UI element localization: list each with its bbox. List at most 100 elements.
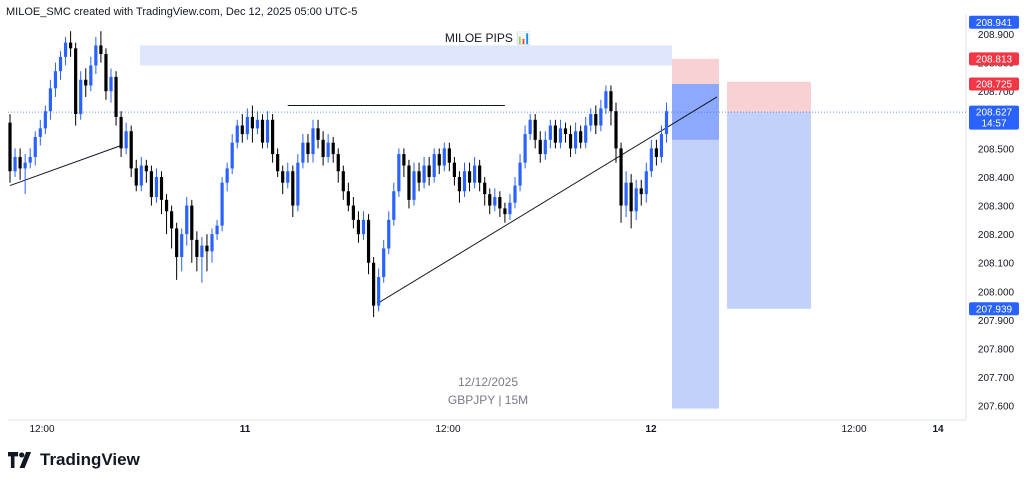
candle-body (579, 131, 583, 143)
candle-body (558, 128, 563, 143)
time-tick-label: 11 (240, 424, 251, 435)
candle-body (321, 139, 325, 157)
candle-body (574, 131, 578, 149)
candle-body (69, 42, 73, 49)
candle-body (63, 42, 68, 57)
price-label-countdown: 14:57 (981, 119, 1006, 130)
candle-body (33, 136, 37, 157)
candle-body (159, 176, 164, 200)
candle-body (437, 154, 441, 166)
candle-body (629, 182, 633, 212)
candle-body (175, 228, 179, 258)
candles (8, 31, 669, 318)
price-label-box (969, 105, 1019, 130)
candle-body (13, 156, 17, 172)
price-label-box (969, 77, 1019, 91)
candle-body (366, 219, 371, 263)
candle-body (543, 139, 547, 155)
overlay-symbol: GBPJPY | 15M (448, 393, 528, 407)
candle-body (58, 56, 63, 72)
candle-body (594, 114, 598, 126)
tradingview-brand[interactable]: TradingView (8, 450, 140, 470)
candle-body (23, 162, 27, 169)
candle-body (457, 176, 462, 192)
price-label-text: 207.939 (976, 304, 1013, 315)
second-stop-zone (727, 81, 811, 113)
candle-body (109, 76, 113, 92)
candle-body (644, 171, 648, 195)
candle-body (624, 182, 628, 206)
candle-body (316, 128, 320, 140)
candle-body (664, 111, 669, 135)
supply-zone (140, 45, 672, 66)
candle-body (129, 131, 133, 169)
candle-body (94, 45, 98, 66)
trendline (9, 145, 122, 187)
candle-body (301, 142, 305, 163)
candle-body (447, 148, 451, 163)
candle-body (255, 119, 260, 129)
candle-body (649, 148, 653, 172)
candle-body (195, 239, 199, 258)
candle-body (79, 79, 83, 115)
candle-body (654, 148, 658, 157)
time-tick-label: 12:00 (29, 424, 54, 435)
candle-body (432, 154, 436, 177)
candle-body (306, 142, 310, 155)
candle-body (392, 191, 396, 220)
candle-body (659, 134, 664, 157)
price-label-text: 208.813 (976, 54, 1013, 65)
price-tick-label: 208.500 (978, 144, 1015, 155)
candle-body (225, 168, 229, 183)
candle-body (513, 185, 517, 203)
trendlines (9, 96, 718, 304)
candle-body (114, 76, 118, 117)
candle-body (104, 54, 108, 92)
candle-body (281, 171, 285, 183)
candle-body (250, 116, 254, 129)
chart-grid (8, 14, 967, 421)
candle-body (235, 125, 239, 143)
price-label-text: 208.725 (976, 80, 1013, 91)
candle-body (488, 194, 492, 206)
candle-body (422, 165, 426, 183)
candle-body (589, 114, 593, 126)
candle-body (260, 119, 265, 143)
overlay-date: 12/12/2025 (458, 375, 518, 389)
price-tick-label: 208.300 (978, 202, 1015, 213)
candle-body (331, 142, 335, 155)
candle-body (503, 208, 507, 215)
second-target-zone (727, 112, 811, 309)
candle-body (372, 262, 376, 306)
candle-body (619, 148, 623, 206)
candle-body (180, 234, 184, 258)
brand-name: TradingView (40, 450, 140, 469)
candle-body (185, 205, 189, 235)
candle-body (245, 116, 249, 135)
candle-body (382, 248, 386, 278)
candle-body (634, 188, 638, 212)
candle-body (351, 205, 355, 220)
candle-body (28, 156, 32, 163)
candle-body (478, 165, 482, 183)
candle-body (205, 245, 209, 252)
price-label-text: 208.627 (976, 108, 1013, 119)
short-stop-zone (672, 58, 719, 85)
candle-body (336, 154, 340, 172)
candle-body (538, 139, 542, 155)
price-tick-label: 208.700 (978, 87, 1015, 98)
candle-body (8, 122, 12, 172)
candle-body (462, 171, 467, 192)
time-tick-label: 14 (932, 424, 944, 435)
candle-body (467, 171, 472, 183)
candle-body (170, 211, 174, 229)
candle-body (614, 111, 618, 149)
price-label: 207.939 (969, 302, 1019, 316)
price-tick-label: 208.200 (978, 230, 1015, 241)
position-zones (140, 45, 811, 409)
candle-body (553, 125, 557, 143)
candle-body (407, 165, 411, 200)
candle-body (240, 125, 244, 135)
candle-body (609, 91, 613, 112)
